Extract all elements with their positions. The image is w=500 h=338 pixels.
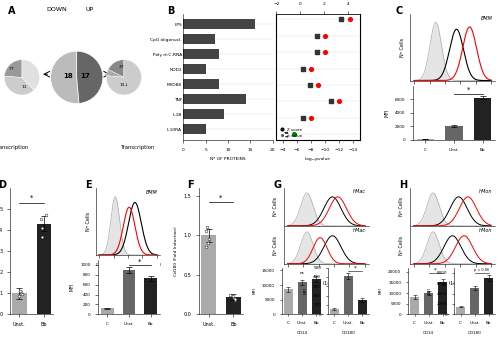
- Point: [38, 217, 46, 222]
- Point: [38, 225, 46, 231]
- Text: E: E: [84, 180, 91, 190]
- Text: *: *: [30, 195, 34, 200]
- Point: [202, 244, 210, 250]
- Point: [204, 241, 212, 246]
- Point: [38, 235, 46, 240]
- Point: [203, 225, 211, 230]
- Bar: [201, 235, 216, 314]
- Point: [17, 290, 25, 295]
- Text: A: A: [8, 6, 15, 16]
- Point: [230, 295, 238, 300]
- Point: [230, 296, 238, 301]
- Text: C: C: [395, 6, 402, 16]
- Bar: [12, 293, 27, 314]
- Point: [14, 294, 22, 299]
- Text: D: D: [0, 180, 6, 190]
- Point: [226, 292, 234, 298]
- Text: *: *: [219, 195, 222, 200]
- Text: Transcription: Transcription: [121, 145, 156, 150]
- Text: F: F: [187, 180, 194, 190]
- Text: B: B: [168, 6, 175, 16]
- Point: [205, 237, 213, 242]
- Point: [202, 229, 210, 234]
- Text: H: H: [400, 180, 407, 190]
- Y-axis label: Cd180 (Fold Induction): Cd180 (Fold Induction): [174, 226, 178, 276]
- Point: [232, 297, 239, 302]
- Text: Transcription: Transcription: [0, 145, 30, 150]
- Bar: [226, 297, 240, 314]
- Point: [42, 212, 50, 217]
- Text: G: G: [274, 180, 281, 190]
- Text: UP: UP: [85, 7, 94, 12]
- Text: DOWN: DOWN: [46, 7, 67, 12]
- Bar: [36, 224, 52, 314]
- Point: [16, 288, 24, 294]
- Point: [230, 293, 237, 299]
- Point: [18, 292, 26, 297]
